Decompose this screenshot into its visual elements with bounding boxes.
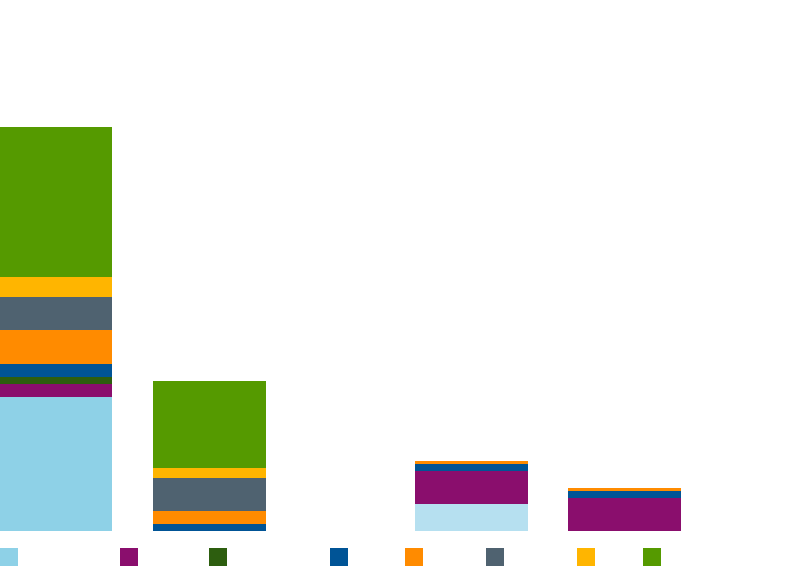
stacked-bar-chart: [0, 127, 681, 531]
legend-item-3: [209, 548, 227, 566]
bar-segment-4-series-4: [568, 491, 681, 498]
bar-segment-1-series-2: [0, 384, 112, 397]
bar-segment-2-series-6: [153, 478, 266, 511]
legend-swatch: [330, 548, 348, 566]
legend-swatch: [405, 548, 423, 566]
legend-swatch: [120, 548, 138, 566]
bar-segment-1-series-3: [0, 377, 112, 384]
bar-segment-3-series-4: [415, 464, 528, 471]
bar-segment-2-series-8: [153, 381, 266, 468]
bar-segment-1-series-8: [0, 127, 112, 277]
bar-segment-3-series-2: [415, 471, 528, 504]
legend-item-1: [0, 548, 18, 566]
bar-segment-1-series-1: [0, 397, 112, 531]
legend-swatch: [0, 548, 18, 566]
legend-swatch: [209, 548, 227, 566]
legend-item-4: [330, 548, 348, 566]
bar-segment-4-series-2: [568, 498, 681, 531]
legend-item-7: [577, 548, 595, 566]
bar-segment-1-series-5: [0, 330, 112, 364]
bar-segment-4-series-5: [568, 488, 681, 491]
bar-segment-1-series-4: [0, 364, 112, 377]
legend: [0, 548, 798, 566]
legend-swatch: [486, 548, 504, 566]
legend-swatch: [577, 548, 595, 566]
legend-item-2: [120, 548, 138, 566]
bar-segment-2-series-5: [153, 511, 266, 524]
legend-item-5: [405, 548, 423, 566]
bar-segment-3-series-5: [415, 461, 528, 464]
bar-segment-2-series-7: [153, 468, 266, 478]
bar-segment-3-series-1: [415, 504, 528, 531]
bar-segment-2-series-4: [153, 524, 266, 531]
bar-segment-1-series-6: [0, 297, 112, 330]
bar-segment-1-series-7: [0, 277, 112, 297]
legend-item-8: [643, 548, 661, 566]
legend-swatch: [643, 548, 661, 566]
legend-item-6: [486, 548, 504, 566]
